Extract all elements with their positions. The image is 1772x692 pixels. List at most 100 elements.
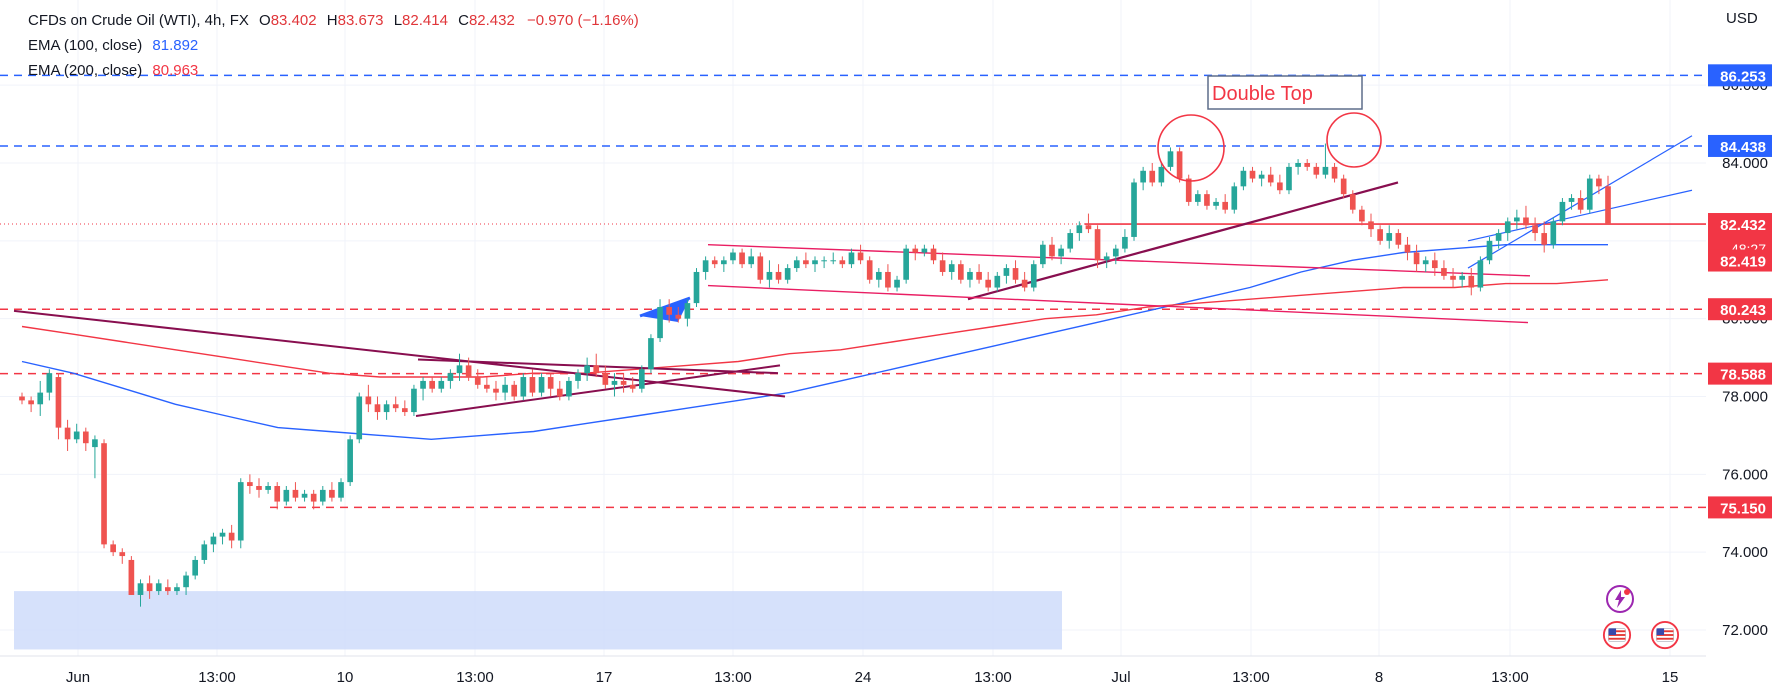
candle-body bbox=[1204, 194, 1210, 206]
candle-body bbox=[347, 439, 353, 483]
candle-body bbox=[1495, 233, 1502, 241]
x-tick-label: 8 bbox=[1375, 669, 1383, 686]
candle-body bbox=[693, 271, 700, 304]
candle-body bbox=[438, 380, 445, 389]
candle-body bbox=[1368, 221, 1374, 230]
candle-body bbox=[857, 252, 864, 261]
candle-body bbox=[1504, 221, 1511, 234]
candle-body bbox=[1267, 174, 1274, 183]
ema200-label: EMA (200, close) bbox=[28, 62, 143, 79]
candle-body bbox=[666, 306, 672, 315]
ema-line bbox=[21, 279, 1609, 378]
double-top-label: Double Top bbox=[1212, 83, 1313, 105]
candle-body bbox=[19, 396, 25, 401]
candle-body bbox=[930, 248, 937, 261]
candle-body bbox=[283, 489, 290, 502]
candle-body bbox=[1030, 264, 1037, 288]
candle-body bbox=[1468, 275, 1475, 288]
price-label-text: 82.419 bbox=[1720, 254, 1766, 271]
candle-body bbox=[1486, 240, 1493, 261]
double-top-circle-left bbox=[1157, 114, 1225, 182]
x-tick-label: 13:00 bbox=[1232, 669, 1270, 686]
candle-body bbox=[939, 260, 946, 272]
candle-body bbox=[338, 482, 344, 498]
candle-body bbox=[92, 439, 98, 448]
candle-body bbox=[1021, 279, 1028, 288]
x-tick-label: 10 bbox=[337, 669, 354, 686]
trendline bbox=[707, 284, 1529, 324]
candle-body bbox=[894, 279, 900, 288]
candle-body bbox=[356, 396, 363, 440]
candle-body bbox=[1140, 170, 1146, 183]
trendline bbox=[415, 364, 781, 417]
candle-body bbox=[1605, 186, 1611, 225]
high-label: H bbox=[326, 12, 338, 29]
ema200-row[interactable]: EMA (200, close) 80.963 bbox=[28, 58, 639, 83]
y-tick-label: 78.000 bbox=[1722, 389, 1768, 406]
candle-body bbox=[101, 443, 107, 545]
candles bbox=[19, 143, 1611, 607]
lightning-icon[interactable] bbox=[1605, 584, 1635, 614]
symbol-name[interactable]: CFDs on Crude Oil (WTI), 4h, FX bbox=[28, 12, 249, 29]
candle-body bbox=[465, 365, 472, 378]
candle-body bbox=[1514, 217, 1520, 222]
change-value: −0.970 (−1.16%) bbox=[527, 12, 639, 29]
candle-body bbox=[529, 377, 536, 393]
candle-body bbox=[1523, 217, 1529, 226]
price-label-text: 86.253 bbox=[1720, 68, 1766, 85]
candle-body bbox=[721, 260, 727, 265]
y-tick-label: 72.000 bbox=[1722, 622, 1768, 639]
candle-body bbox=[237, 482, 244, 541]
price-label-text: 75.150 bbox=[1720, 500, 1766, 517]
candle-body bbox=[994, 275, 1001, 288]
x-tick-label: 13:00 bbox=[974, 669, 1012, 686]
candle-body bbox=[611, 380, 618, 385]
candle-body bbox=[556, 388, 563, 397]
candle-body bbox=[28, 400, 34, 405]
us-flag-event-icon[interactable] bbox=[1602, 620, 1632, 650]
candle-body bbox=[411, 388, 417, 413]
arrow-shaft bbox=[639, 296, 691, 318]
candle-body bbox=[620, 380, 627, 385]
candle-body bbox=[1322, 166, 1329, 175]
us-flag-event-icon[interactable] bbox=[1650, 620, 1680, 650]
symbol-row: CFDs on Crude Oil (WTI), 4h, FX O83.402 … bbox=[28, 8, 639, 33]
trendline bbox=[707, 244, 1531, 277]
candle-body bbox=[456, 365, 463, 374]
candle-body bbox=[812, 260, 818, 265]
price-label-box bbox=[1708, 496, 1772, 519]
candle-body bbox=[174, 587, 180, 592]
candle-body bbox=[1459, 275, 1465, 280]
candle-body bbox=[155, 583, 162, 592]
price-label-box bbox=[1708, 249, 1772, 272]
candle-body bbox=[292, 489, 299, 498]
candle-body bbox=[1103, 256, 1110, 261]
candle-body bbox=[1149, 170, 1156, 183]
price-label-text: 82.432 bbox=[1720, 217, 1766, 234]
candle-body bbox=[474, 377, 481, 385]
price-label-text: 78.588 bbox=[1720, 367, 1766, 384]
currency-label[interactable]: USD bbox=[1726, 10, 1758, 27]
candle-body bbox=[82, 431, 89, 444]
candle-body bbox=[319, 489, 326, 502]
candle-body bbox=[1313, 166, 1320, 175]
candle-body bbox=[183, 575, 189, 588]
x-tick-label: 13:00 bbox=[456, 669, 494, 686]
candle-body bbox=[64, 427, 71, 440]
candle-body bbox=[301, 493, 308, 498]
candle-body bbox=[1286, 166, 1292, 191]
ema100-row[interactable]: EMA (100, close) 81.892 bbox=[28, 33, 639, 58]
candle-body bbox=[1304, 163, 1311, 167]
candle-body bbox=[775, 271, 782, 280]
candle-body bbox=[1040, 244, 1046, 265]
double-top-circle-right bbox=[1326, 112, 1382, 168]
candle-body bbox=[1012, 268, 1019, 280]
candle-body bbox=[1596, 178, 1602, 187]
candle-body bbox=[748, 256, 755, 265]
candle-body bbox=[593, 365, 600, 374]
candle-body bbox=[821, 260, 827, 262]
candle-body bbox=[1131, 182, 1137, 237]
price-label-box bbox=[1708, 362, 1772, 385]
